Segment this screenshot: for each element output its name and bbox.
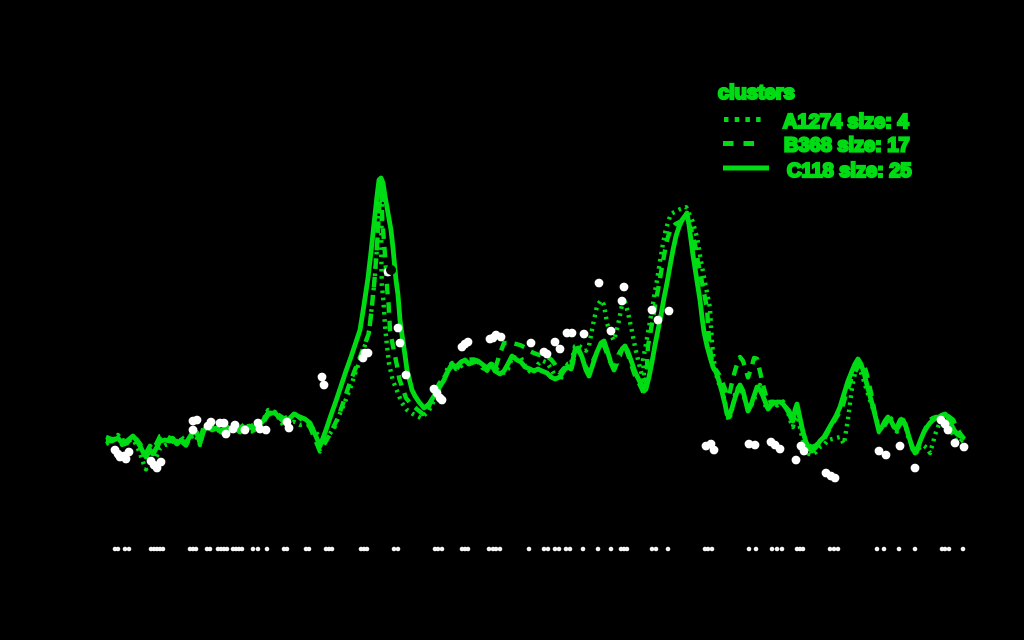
svg-text:clusters: clusters [718, 82, 795, 104]
svg-text:B368 size: 17: B368 size: 17 [784, 135, 910, 157]
svg-text:A1274 size: 4: A1274 size: 4 [783, 111, 910, 133]
svg-text:C118 size: 25: C118 size: 25 [787, 160, 912, 182]
